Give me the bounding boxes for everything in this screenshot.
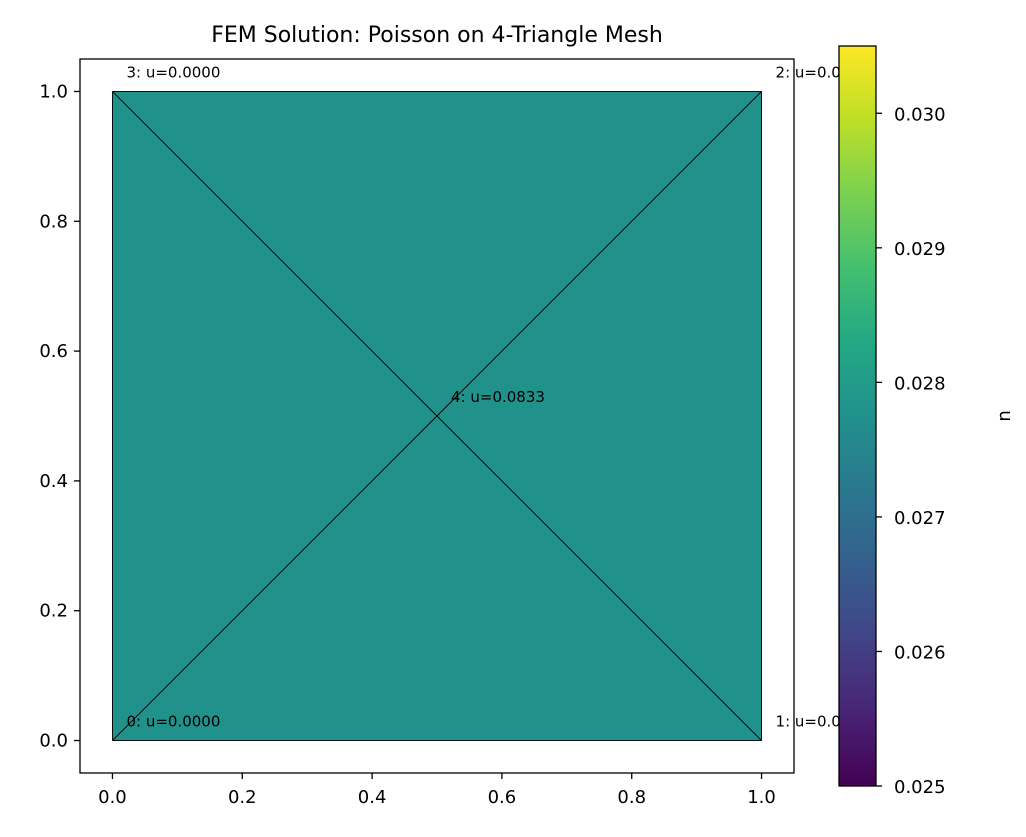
x-tick-label: 1.0 xyxy=(747,787,776,808)
mesh-edge-2-4 xyxy=(436,91,762,417)
plot-area: 0.0 0.2 0.4 0.6 0.8 1.0 0.0 0.2 0.4 0.6 0.8 1.0 0:… xyxy=(39,58,869,808)
colorbar-tick-label: 0.029 xyxy=(894,239,946,260)
chart-title: FEM Solution: Poisson on 4-Triangle Mesh xyxy=(211,23,663,48)
y-tick-label: 0.8 xyxy=(39,211,68,232)
colorbar-tick-label: 0.028 xyxy=(894,373,946,394)
x-tick-label: 0.2 xyxy=(228,787,257,808)
colorbar-ticks: 0.025 0.026 0.027 0.028 0.029 0.030 xyxy=(876,104,946,798)
x-tick-label: 0.4 xyxy=(358,787,387,808)
colorbar-tick-label: 0.026 xyxy=(894,642,946,663)
mesh-triangles xyxy=(111,90,763,742)
mesh-edges xyxy=(112,91,762,741)
node-label-3: 3: u=0.0000 xyxy=(126,63,220,81)
colorbar: 0.025 0.026 0.027 0.028 0.029 0.030 u xyxy=(838,45,1016,798)
axes-frame xyxy=(79,58,795,774)
mesh-edge-3-4 xyxy=(112,91,438,417)
x-tick-label: 0.0 xyxy=(98,787,127,808)
colorbar-label: u xyxy=(995,410,1016,421)
colorbar-tick-label: 0.027 xyxy=(894,508,946,529)
x-axis-ticks: 0.0 0.2 0.4 0.6 0.8 1.0 xyxy=(98,773,776,808)
colorbar-tick-label: 0.030 xyxy=(894,104,946,125)
x-tick-label: 0.8 xyxy=(617,787,646,808)
y-tick-label: 0.4 xyxy=(39,471,68,492)
y-tick-label: 0.2 xyxy=(39,601,68,622)
mesh-edge-1-4 xyxy=(436,415,762,741)
x-tick-label: 0.6 xyxy=(488,787,517,808)
node-label-4: 4: u=0.0833 xyxy=(451,388,545,406)
y-tick-label: 0.0 xyxy=(39,731,68,752)
colorbar-gradient xyxy=(838,45,877,787)
colorbar-tick-label: 0.025 xyxy=(894,777,946,798)
y-axis-ticks: 0.0 0.2 0.4 0.6 0.8 1.0 xyxy=(39,81,80,752)
y-tick-label: 0.6 xyxy=(39,341,68,362)
node-label-0: 0: u=0.0000 xyxy=(126,713,220,731)
y-tick-label: 1.0 xyxy=(39,81,68,102)
mesh-edge-0-4 xyxy=(112,415,438,741)
